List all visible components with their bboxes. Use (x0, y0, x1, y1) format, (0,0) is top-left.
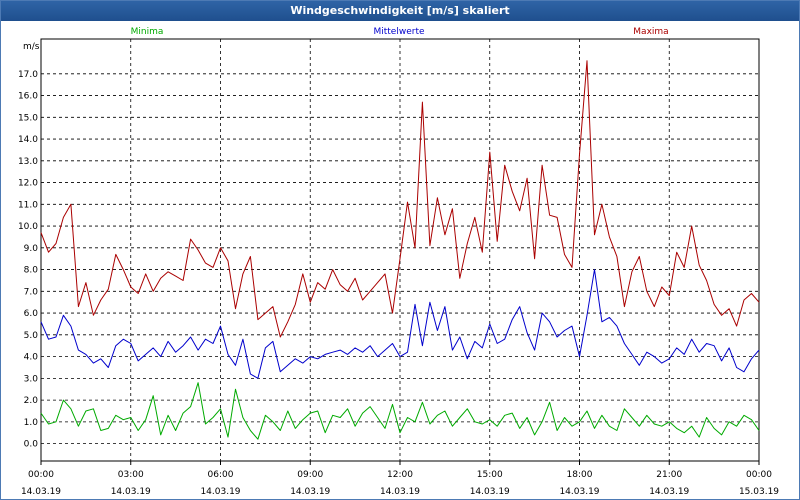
x-tick-date: 14.03.19 (470, 487, 510, 497)
x-tick-time: 00:00 (28, 470, 54, 480)
x-tick-date: 14.03.19 (200, 487, 240, 497)
y-tick-label: 10.0 (18, 222, 38, 232)
y-axis-labels: 0.0 1.0 2.0 3.0 4.0 5.0 6.0 7.0 8.0 9.0 10.0 11.0 12… (18, 70, 38, 450)
x-tick-date: 14.03.19 (111, 487, 151, 497)
y-tick-label: 0.0 (24, 440, 39, 450)
x-tick-time: 21:00 (656, 470, 682, 480)
y-tick-label: 16.0 (18, 92, 38, 102)
x-axis-labels: 00:00 14.03.19 03:00 14.03.19 06:00 14.03.19 0… (21, 470, 779, 497)
series-line-maxima (40, 60, 760, 338)
y-tick-label: 14.0 (18, 135, 38, 145)
y-tick-label: 8.0 (24, 266, 39, 276)
y-tick-label: 12.0 (18, 179, 38, 189)
x-tick-date: 14.03.19 (559, 487, 599, 497)
wind-speed-chart: 0.0 1.0 2.0 3.0 4.0 5.0 6.0 7.0 8.0 9.0 10.0 11.0 12… (18, 27, 779, 497)
x-tick-date: 14.03.19 (21, 487, 61, 497)
legend-entry-mittelwerte: Mittelwerte (373, 27, 424, 37)
x-tick-time: 06:00 (208, 470, 234, 480)
y-tick-label: 9.0 (24, 244, 39, 254)
series-lines (40, 60, 760, 440)
grid (41, 39, 759, 461)
y-axis-unit: m/s (23, 42, 40, 52)
x-tick-date: 14.03.19 (649, 487, 689, 497)
x-tick-time: 03:00 (118, 470, 144, 480)
x-tick-time: 09:00 (297, 470, 323, 480)
y-tick-label: 13.0 (18, 157, 38, 167)
y-tick-label: 7.0 (24, 287, 39, 297)
legend: Minima Mittelwerte Maxima (131, 27, 669, 37)
y-tick-label: 1.0 (24, 418, 39, 428)
x-tick-date: 14.03.19 (380, 487, 420, 497)
y-tick-label: 11.0 (18, 200, 38, 210)
series-line-minima (40, 382, 760, 440)
y-tick-label: 17.0 (18, 70, 38, 80)
chart-title: Windgeschwindigkeit [m/s] skaliert (1, 1, 799, 21)
x-tick-date: 14.03.19 (290, 487, 330, 497)
x-tick-date: 15.03.19 (739, 487, 779, 497)
x-tick-time: 00:00 (746, 470, 772, 480)
y-tick-label: 15.0 (18, 113, 38, 123)
x-tick-time: 18:00 (567, 470, 593, 480)
y-tick-label: 4.0 (24, 353, 39, 363)
axes (40, 38, 760, 465)
legend-entry-maxima: Maxima (633, 27, 668, 37)
y-tick-label: 3.0 (24, 374, 39, 384)
y-tick-label: 2.0 (24, 396, 39, 406)
x-tick-time: 12:00 (387, 470, 413, 480)
plot-frame (40, 38, 760, 462)
x-tick-time: 15:00 (477, 470, 503, 480)
y-tick-label: 6.0 (24, 309, 39, 319)
legend-entry-minima: Minima (131, 27, 164, 37)
y-tick-label: 5.0 (24, 331, 39, 341)
series-line-mittelwerte (40, 269, 760, 379)
